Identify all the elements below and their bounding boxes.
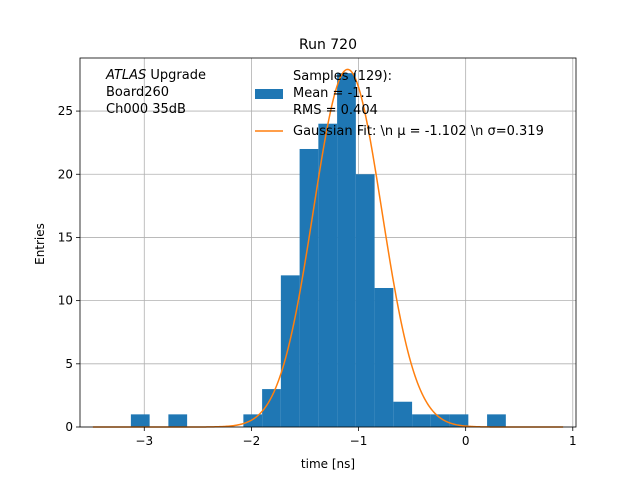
histogram-bar: [130, 414, 150, 427]
y-tick-label: 25: [58, 104, 73, 118]
channel-label: Ch000 35dB: [106, 102, 186, 117]
histogram-bar: [280, 275, 300, 427]
y-tick-label: 10: [58, 294, 73, 308]
annotation-line-1: ATLAS Upgrade: [105, 68, 206, 83]
legend-samples-line: RMS = 0.404: [293, 103, 378, 118]
y-tick-label: 15: [58, 230, 73, 244]
atlas-label: ATLAS: [105, 68, 146, 83]
histogram-bar: [374, 287, 394, 427]
x-tick-label: −1: [350, 434, 368, 448]
x-tick-label: 0: [462, 434, 470, 448]
x-axis-title: time [ns]: [301, 457, 355, 471]
histogram-bar: [318, 123, 338, 427]
histogram-bar: [299, 148, 319, 427]
legend-samples-line: Samples (129):: [293, 69, 392, 84]
y-tick-label: 0: [65, 420, 73, 434]
histogram-bar: [168, 414, 188, 427]
x-tick-label: 1: [569, 434, 577, 448]
histogram-bar: [337, 73, 356, 428]
y-tick-label: 5: [65, 357, 73, 371]
legend-samples-line: Mean = -1.1: [293, 86, 373, 101]
histogram-bar: [355, 174, 375, 427]
chart-title: Run 720: [299, 37, 357, 53]
histogram-bar: [243, 414, 263, 427]
histogram-bars: [130, 73, 506, 428]
x-tick-label: −3: [135, 434, 153, 448]
atlas-annotation: ATLAS Upgrade Board260 Ch000 35dB: [105, 68, 206, 117]
board-label: Board260: [106, 85, 169, 100]
legend-fit-label: Gaussian Fit: \n μ = -1.102 \n σ=0.319: [293, 124, 544, 139]
x-tick-label: −2: [243, 434, 261, 448]
plot-frame: [79, 57, 577, 428]
histogram-bar: [430, 414, 450, 427]
histogram-bar: [412, 414, 431, 427]
histogram-bar: [393, 401, 413, 427]
upgrade-label: Upgrade: [146, 68, 206, 83]
legend-samples-swatch: [255, 89, 283, 99]
legend: Samples (129): Mean = -1.1 RMS = 0.404 Ga…: [255, 69, 544, 139]
y-axis-title: Entries: [33, 223, 47, 265]
histogram-bar: [262, 389, 281, 427]
histogram-bar: [487, 414, 506, 427]
y-tick-label: 20: [58, 167, 73, 181]
